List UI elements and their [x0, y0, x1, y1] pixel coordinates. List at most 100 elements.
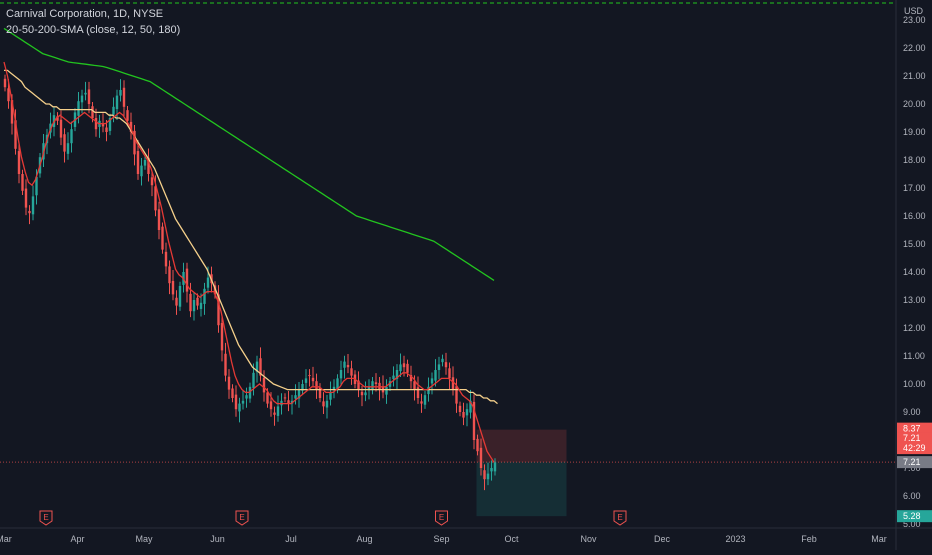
candle	[409, 365, 413, 389]
sma-mid-line	[4, 69, 498, 405]
candle-body	[339, 370, 343, 379]
candle-body	[402, 363, 406, 368]
current-price-value: 7.21	[903, 433, 921, 443]
candle	[220, 317, 224, 362]
earnings-marker: E	[435, 510, 448, 526]
candle	[122, 80, 126, 117]
candle	[290, 394, 294, 415]
time-tick-label: Mar	[0, 534, 12, 544]
time-tick-label: Aug	[356, 534, 372, 544]
candle-body	[483, 470, 486, 480]
candle	[430, 372, 434, 395]
time-tick-label: Nov	[580, 534, 597, 544]
candle-body	[224, 353, 227, 376]
candle-body	[84, 92, 87, 95]
candle-body	[266, 392, 269, 404]
price-tick-label: 23.00	[903, 15, 926, 25]
candle-body	[91, 106, 94, 118]
stop-zone	[476, 429, 567, 463]
candle	[24, 179, 28, 216]
time-tick-label: Mar	[871, 534, 887, 544]
crosshair-price-label: 7.21	[897, 456, 932, 469]
candle-body	[59, 119, 63, 138]
candle-body	[227, 376, 231, 390]
candle	[336, 374, 339, 394]
candle-body	[175, 297, 178, 306]
candle	[371, 377, 374, 395]
candle	[259, 347, 262, 382]
earnings-marker: E	[39, 510, 53, 526]
candle-body	[479, 447, 483, 468]
candle-body	[360, 391, 364, 396]
candle-body	[357, 380, 360, 390]
candle-body	[301, 384, 304, 391]
time-tick-label: Apr	[70, 534, 84, 544]
candle-body	[192, 300, 196, 312]
time-tick-label: Feb	[801, 534, 817, 544]
candle-body	[276, 406, 280, 416]
candle-body	[273, 412, 276, 415]
candle	[203, 282, 206, 315]
candle	[248, 382, 252, 403]
candle-body	[234, 394, 238, 410]
candle-body	[458, 405, 462, 412]
earnings-marker-label: E	[439, 513, 444, 522]
candle-body	[367, 386, 371, 391]
candle-body	[31, 196, 35, 215]
candle-body	[297, 389, 301, 399]
candle	[231, 384, 234, 403]
candle-body	[157, 209, 161, 230]
price-tick-label: 12.00	[903, 323, 926, 333]
candle	[378, 377, 381, 401]
candle	[346, 354, 350, 374]
candle	[434, 359, 437, 387]
candle	[147, 148, 150, 182]
candle-body	[28, 210, 31, 214]
candle-body	[451, 377, 455, 390]
candle-body	[437, 364, 441, 370]
candle-body	[115, 95, 119, 110]
candle-body	[171, 280, 175, 295]
candle-body	[189, 293, 192, 312]
price-tick-label: 20.00	[903, 99, 926, 109]
price-tick-label: 15.00	[903, 239, 926, 249]
candle-body	[472, 401, 476, 440]
candle-body	[199, 302, 203, 309]
candle	[17, 143, 21, 184]
candle	[87, 81, 91, 114]
candle-body	[259, 358, 262, 376]
price-tick-label: 5.00	[903, 519, 921, 529]
candle	[399, 353, 402, 377]
candle	[234, 385, 238, 417]
candle-body	[24, 188, 28, 208]
candle-body	[395, 370, 399, 379]
candle-body	[126, 110, 129, 121]
candle	[171, 270, 175, 301]
candle-body	[444, 362, 448, 368]
candle	[465, 403, 469, 427]
candle-body	[217, 294, 220, 326]
candle	[322, 392, 325, 414]
candle	[196, 293, 199, 310]
candle	[129, 112, 133, 140]
candle-body	[455, 386, 458, 404]
candle	[325, 394, 329, 419]
candle-body	[364, 392, 367, 396]
target-price-label: 5.28	[897, 510, 932, 523]
candle-body	[70, 129, 73, 144]
candle-body	[206, 277, 210, 288]
candle	[245, 387, 248, 408]
candle	[441, 354, 444, 367]
candle	[252, 363, 255, 396]
candle-body	[434, 370, 437, 381]
stop-price-label-text: 8.37	[903, 424, 921, 434]
price-tick-label: 10.00	[903, 379, 926, 389]
candle-body	[269, 401, 273, 410]
candle-body	[374, 382, 378, 384]
candle	[294, 384, 297, 405]
time-tick-label: Sep	[433, 534, 449, 544]
